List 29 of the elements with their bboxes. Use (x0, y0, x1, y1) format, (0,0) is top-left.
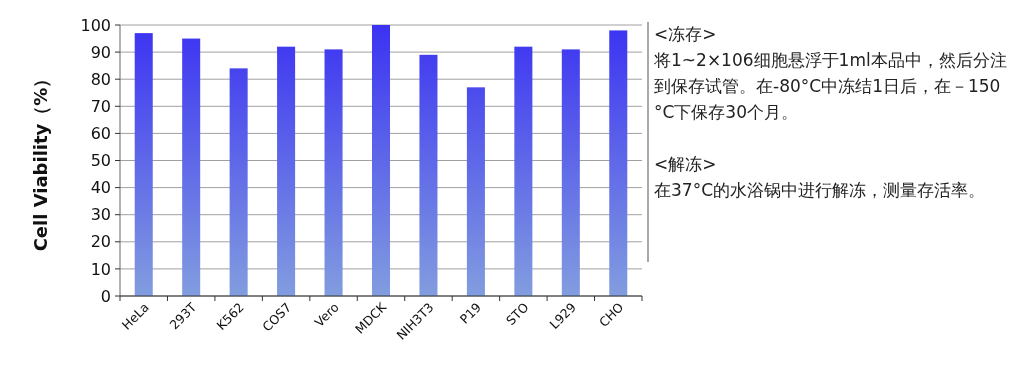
x-tick-label: P19 (456, 299, 485, 327)
bar (561, 49, 580, 296)
y-tick-label: 100 (80, 15, 111, 35)
bar (466, 87, 485, 296)
y-tick-label: 30 (90, 205, 111, 225)
text: 将1~2×106细胞悬浮于1ml本品中，然后分注到保存试管。在-80°C中冻结1日后，在－150°C下保存30个月。 (653, 50, 1007, 122)
y-axis-title: Cell Viability（%） (30, 69, 51, 252)
bar (371, 25, 391, 296)
y-tick-label: 20 (90, 232, 111, 252)
y-tick-label: 10 (90, 259, 111, 279)
bar (609, 30, 628, 296)
bar (182, 38, 201, 296)
y-tick-label: 40 (90, 178, 111, 198)
y-tick-label: 90 (90, 42, 111, 62)
y-tick-label: 50 (90, 151, 111, 171)
text: <解冻> (654, 154, 717, 174)
bar (229, 68, 248, 296)
text: 在37°C的水浴锅中进行解冻，测量存活率。 (654, 180, 986, 200)
x-tick-label: Vero (311, 299, 342, 330)
text: <冻存> (654, 24, 717, 44)
bar (514, 46, 533, 296)
bar (277, 46, 296, 296)
bar (324, 49, 343, 296)
bar (419, 54, 438, 296)
y-tick-label: 70 (90, 96, 111, 116)
bar (134, 33, 153, 296)
y-tick-label: 80 (90, 69, 111, 89)
y-tick-label: 0 (100, 286, 111, 306)
y-tick-label: 60 (90, 124, 111, 143)
